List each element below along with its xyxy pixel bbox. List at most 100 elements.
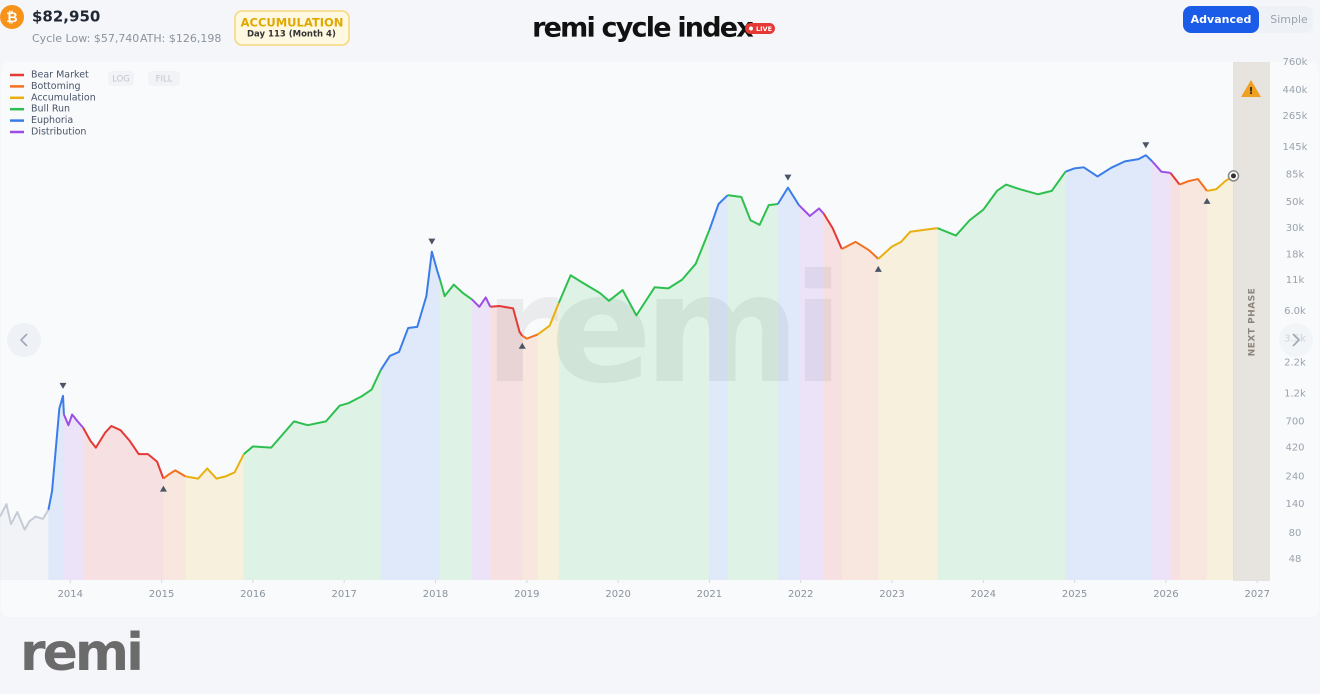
warning-icon [1241, 80, 1261, 97]
x-tick-label: 2027 [1244, 589, 1269, 600]
phase-badge [234, 10, 350, 46]
log-button[interactable] [108, 71, 134, 86]
peak-marker [784, 174, 792, 181]
prev-arrow [19, 333, 28, 347]
trough-marker [518, 342, 526, 349]
x-tick-label: 2019 [514, 589, 539, 600]
trough-marker [1203, 197, 1211, 204]
phase-fill [380, 251, 441, 580]
x-tick-label: 2025 [1062, 589, 1087, 600]
phase-fill [537, 302, 559, 580]
plot: 48801402404207001.2k2.2k3.5k6.0k11k18k30… [0, 57, 1308, 600]
price: $82,950 [32, 8, 100, 26]
phase-fill [243, 370, 381, 580]
peak-marker [59, 382, 67, 389]
y-tick-label: 2.2k [1284, 357, 1306, 368]
log-button-label[interactable]: LOG [112, 75, 130, 85]
phase-fill [558, 229, 710, 581]
x-tick-label: 2021 [697, 589, 722, 600]
price-line [243, 171, 1067, 455]
mode-advanced[interactable]: Advanced [1191, 13, 1252, 26]
y-tick-label: 85k [1286, 170, 1305, 181]
x-tick-label: 2017 [331, 589, 356, 600]
x-tick-label: 2020 [605, 589, 630, 600]
prev-button[interactable] [7, 323, 41, 357]
phase-fill [48, 395, 64, 580]
legend-label: Euphoria [31, 115, 73, 126]
mode-simple[interactable]: Simple [1270, 13, 1308, 26]
y-tick-label: 18k [1286, 249, 1305, 260]
y-tick-label: 80 [1289, 528, 1302, 539]
phase-fill [1065, 155, 1153, 580]
phase-fill [1152, 161, 1171, 580]
y-tick-label: 760k [1283, 57, 1308, 68]
fill-button-label[interactable]: FILL [156, 75, 173, 85]
warning-mark: ! [1249, 86, 1254, 97]
y-tick-label: 1.2k [1284, 389, 1306, 400]
y-tick-label: 50k [1286, 197, 1305, 208]
trough-marker [874, 265, 882, 272]
phase-name: ACCUMULATION [241, 16, 344, 30]
phase-fill [727, 195, 778, 580]
phase-fill [472, 297, 491, 580]
phase-fill [777, 187, 799, 581]
phase-fill [798, 205, 824, 580]
y-tick-label: 11k [1286, 275, 1305, 286]
trough-marker [159, 485, 167, 492]
price-line [0, 503, 50, 531]
y-tick-label: 240 [1285, 471, 1304, 482]
y-tick-label: 145k [1283, 142, 1308, 153]
phase-fill [63, 414, 84, 580]
next-button[interactable] [1279, 323, 1313, 357]
current-point-core [1230, 173, 1236, 179]
y-tick-label: 700 [1285, 416, 1304, 427]
x-tick-label: 2026 [1153, 589, 1178, 600]
price-line [162, 178, 1208, 480]
live-text: LIVE [756, 25, 772, 33]
app-title: remi cycle index [532, 13, 753, 44]
y-tick-label: 140 [1285, 499, 1304, 510]
x-tick-label: 2014 [58, 589, 83, 600]
y-tick-label: 265k [1283, 111, 1308, 122]
y-tick-label: 6.0k [1284, 306, 1306, 317]
next-arrow [1292, 333, 1301, 347]
y-tick-label: 48 [1289, 554, 1302, 565]
phase-fill [83, 425, 164, 580]
phase-fill [937, 171, 1066, 580]
phase-fill [841, 241, 879, 581]
legend-label: Bottoming [31, 81, 81, 92]
x-tick-label: 2022 [788, 589, 813, 600]
ath: ATH: $126,198 [140, 32, 221, 45]
peak-marker [428, 238, 436, 245]
price-line [47, 154, 1153, 511]
phase-fill [823, 213, 842, 580]
legend-label: Distribution [31, 127, 86, 138]
price-line [82, 172, 1181, 479]
price-line [185, 175, 1235, 480]
x-tick-label: 2015 [149, 589, 174, 600]
btc-symbol: ₿ [6, 10, 17, 26]
mode-advanced-bg[interactable] [1183, 6, 1259, 33]
phase-fill [878, 228, 938, 580]
phase-fill [1170, 172, 1180, 580]
live-dot [749, 26, 753, 31]
phase-fill [1179, 179, 1208, 580]
footer-logo: remi [20, 623, 141, 683]
btc-icon [0, 5, 24, 29]
phase-fill [185, 454, 244, 580]
next-phase-band [1233, 62, 1270, 581]
y-tick-label: 440k [1283, 85, 1308, 96]
next-phase-label: NEXT PHASE [1248, 288, 1258, 357]
fill-button[interactable] [148, 71, 180, 86]
phase-fill [522, 334, 538, 580]
x-tick-label: 2023 [879, 589, 904, 600]
y-tick-label: 420 [1285, 443, 1304, 454]
legend-label: Accumulation [31, 92, 96, 103]
cycle-low: Cycle Low: $57,740 [32, 32, 139, 45]
phase-day: Day 113 (Month 4) [247, 30, 336, 40]
price-line [62, 160, 1171, 429]
phase-fill [490, 306, 523, 580]
phase-fill [1207, 175, 1234, 581]
